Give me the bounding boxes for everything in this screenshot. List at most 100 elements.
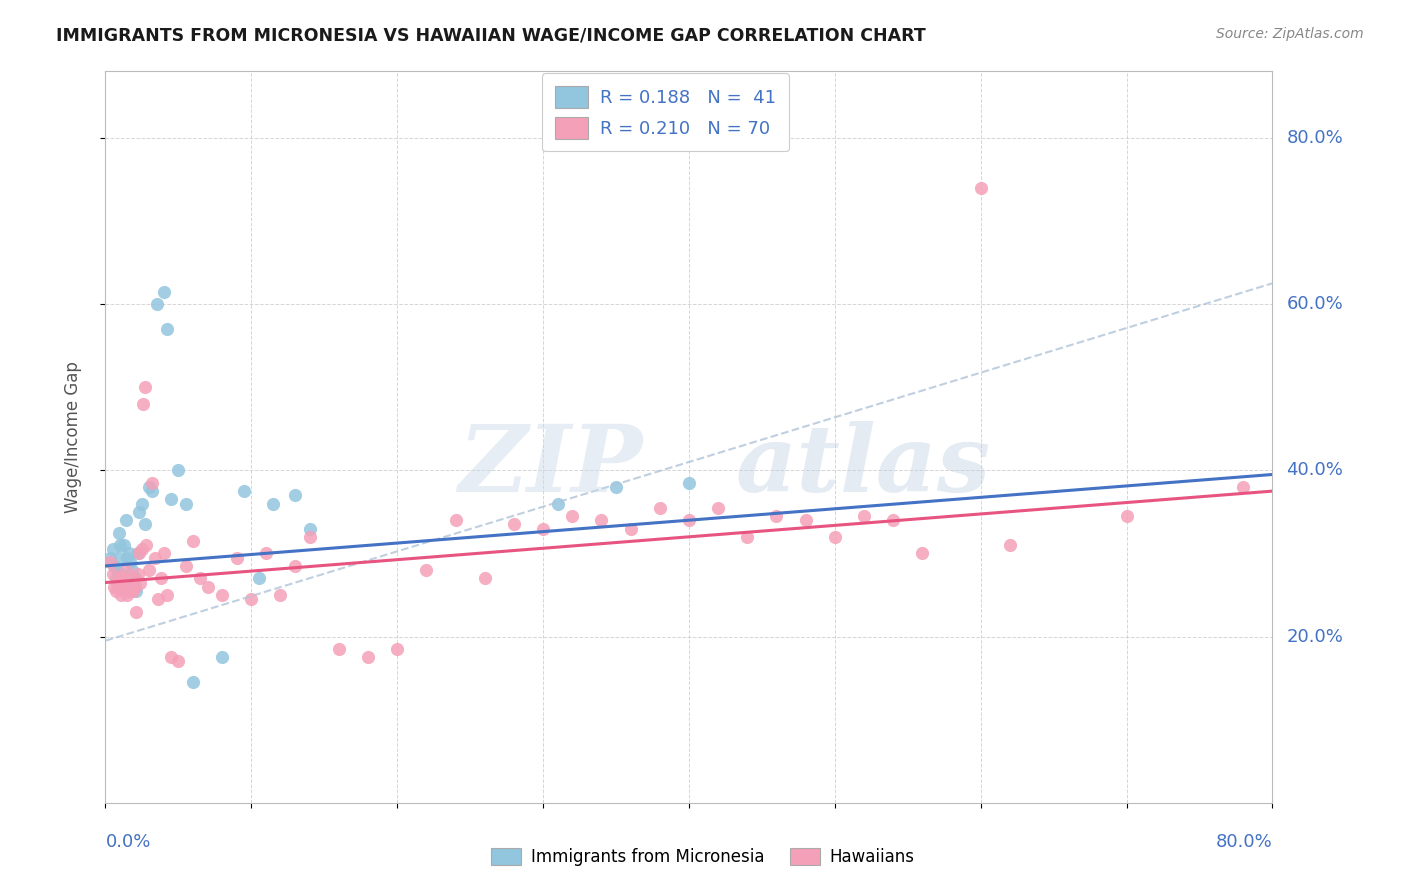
Point: [105, 563, 128, 577]
Point: [134, 517, 156, 532]
Point: [115, 563, 138, 577]
Point: [156, 588, 179, 602]
Point: [181, 675, 204, 690]
Point: [120, 583, 142, 598]
Point: [561, 509, 583, 524]
Text: Source: ZipAtlas.com: Source: ZipAtlas.com: [1216, 27, 1364, 41]
Point: [108, 550, 131, 565]
Point: [181, 533, 204, 548]
Point: [852, 509, 875, 524]
Point: [160, 650, 183, 665]
Point: [591, 513, 613, 527]
Point: [211, 650, 233, 665]
Point: [247, 571, 270, 585]
Text: 80.0%: 80.0%: [1286, 128, 1343, 147]
Point: [619, 521, 641, 535]
Point: [648, 500, 671, 515]
Point: [127, 546, 149, 560]
Point: [122, 575, 145, 590]
Text: 60.0%: 60.0%: [1286, 295, 1343, 313]
Point: [111, 575, 134, 590]
Point: [141, 475, 163, 490]
Point: [160, 492, 183, 507]
Point: [101, 567, 124, 582]
Point: [284, 488, 307, 502]
Point: [104, 583, 127, 598]
Point: [444, 513, 467, 527]
Point: [765, 509, 787, 524]
Point: [882, 513, 904, 527]
Point: [474, 571, 496, 585]
Point: [262, 497, 284, 511]
Point: [127, 567, 149, 582]
Point: [269, 588, 292, 602]
Point: [112, 575, 135, 590]
Point: [156, 322, 179, 336]
Point: [415, 563, 437, 577]
Point: [233, 484, 256, 499]
Point: [117, 588, 139, 602]
Point: [911, 546, 934, 560]
Point: [547, 497, 569, 511]
Text: 0.0%: 0.0%: [105, 833, 150, 851]
Point: [502, 517, 524, 532]
Point: [678, 475, 700, 490]
Point: [129, 575, 152, 590]
Point: [1232, 480, 1254, 494]
Text: IMMIGRANTS FROM MICRONESIA VS HAWAIIAN WAGE/INCOME GAP CORRELATION CHART: IMMIGRANTS FROM MICRONESIA VS HAWAIIAN W…: [56, 27, 927, 45]
Point: [111, 571, 134, 585]
Point: [298, 521, 321, 535]
Point: [108, 538, 131, 552]
Point: [117, 550, 139, 565]
Point: [125, 583, 148, 598]
Point: [98, 555, 121, 569]
Point: [107, 571, 129, 585]
Point: [122, 583, 145, 598]
Point: [167, 655, 190, 669]
Point: [737, 530, 759, 544]
Text: atlas: atlas: [735, 421, 991, 511]
Point: [152, 285, 174, 299]
Point: [118, 583, 141, 598]
Point: [385, 642, 408, 657]
Point: [174, 558, 197, 573]
Point: [174, 497, 197, 511]
Point: [131, 497, 153, 511]
Text: 20.0%: 20.0%: [1286, 628, 1343, 646]
Point: [240, 592, 263, 607]
Point: [146, 592, 169, 607]
Legend: Immigrants from Micronesia, Hawaiians: Immigrants from Micronesia, Hawaiians: [482, 840, 924, 875]
Point: [969, 180, 991, 194]
Point: [128, 546, 150, 560]
Point: [678, 513, 700, 527]
Point: [143, 550, 166, 565]
Point: [328, 642, 350, 657]
Point: [110, 588, 132, 602]
Y-axis label: Wage/Income Gap: Wage/Income Gap: [63, 361, 82, 513]
Point: [531, 521, 554, 535]
Point: [101, 542, 124, 557]
Point: [118, 546, 141, 560]
Point: [1115, 509, 1137, 524]
Text: 40.0%: 40.0%: [1286, 461, 1343, 479]
Point: [132, 397, 155, 411]
Point: [110, 567, 132, 582]
Point: [98, 550, 121, 565]
Point: [998, 538, 1021, 552]
Text: 80.0%: 80.0%: [1216, 833, 1272, 851]
Point: [145, 297, 167, 311]
Point: [794, 513, 817, 527]
Point: [824, 530, 846, 544]
Point: [167, 463, 190, 477]
Point: [138, 480, 160, 494]
Point: [121, 563, 143, 577]
Point: [707, 500, 730, 515]
Point: [225, 550, 247, 565]
Point: [121, 571, 143, 585]
Point: [103, 580, 125, 594]
Point: [135, 538, 157, 552]
Point: [115, 513, 138, 527]
Point: [104, 571, 127, 585]
Point: [128, 505, 150, 519]
Point: [112, 538, 135, 552]
